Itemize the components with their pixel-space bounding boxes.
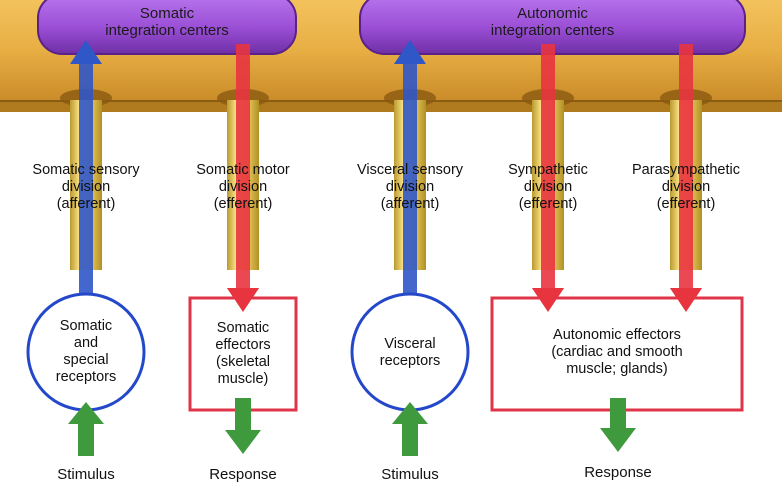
stimulus-caption-1: Stimulus (57, 466, 115, 483)
board-side (0, 100, 782, 112)
parasympathetic-division-label: Parasympathetic division (efferent) (632, 162, 740, 212)
sympathetic-division-label: Sympathetic division (efferent) (508, 162, 588, 212)
visceral-receptors-label: Visceral receptors (379, 336, 441, 369)
visceral-sensory-division-label: Visceral sensory division (afferent) (356, 162, 464, 212)
somatic-effectors-label: Somatic effectors (skeletal muscle) (215, 320, 271, 387)
autonomic-effectors-box (490, 296, 744, 412)
response-caption-1: Response (209, 466, 277, 483)
stimulus-caption-2: Stimulus (381, 466, 439, 483)
autonomic-effectors-label: Autonomic effectors (cardiac and smooth … (551, 327, 683, 377)
stimulus-arrow-2 (392, 402, 428, 456)
afferent-arrow-somatic (70, 40, 102, 308)
somatic-sensory-division-label: Somatic sensory division (afferent) (32, 162, 140, 212)
response-arrow-1 (225, 398, 261, 454)
response-arrow-2 (600, 398, 636, 452)
somatic-integration-pill (37, 0, 297, 55)
stimulus-arrow-1 (68, 402, 104, 456)
response-caption-2: Response (584, 464, 652, 481)
somatic-motor-division-label: Somatic motor division (efferent) (196, 162, 290, 212)
autonomic-integration-label: Autonomic integration centers (490, 5, 615, 39)
afferent-arrow-visceral (394, 40, 426, 308)
somatic-receptors-label: Somatic and special receptors (55, 318, 117, 385)
somatic-integration-label: Somatic integration centers (105, 5, 229, 39)
